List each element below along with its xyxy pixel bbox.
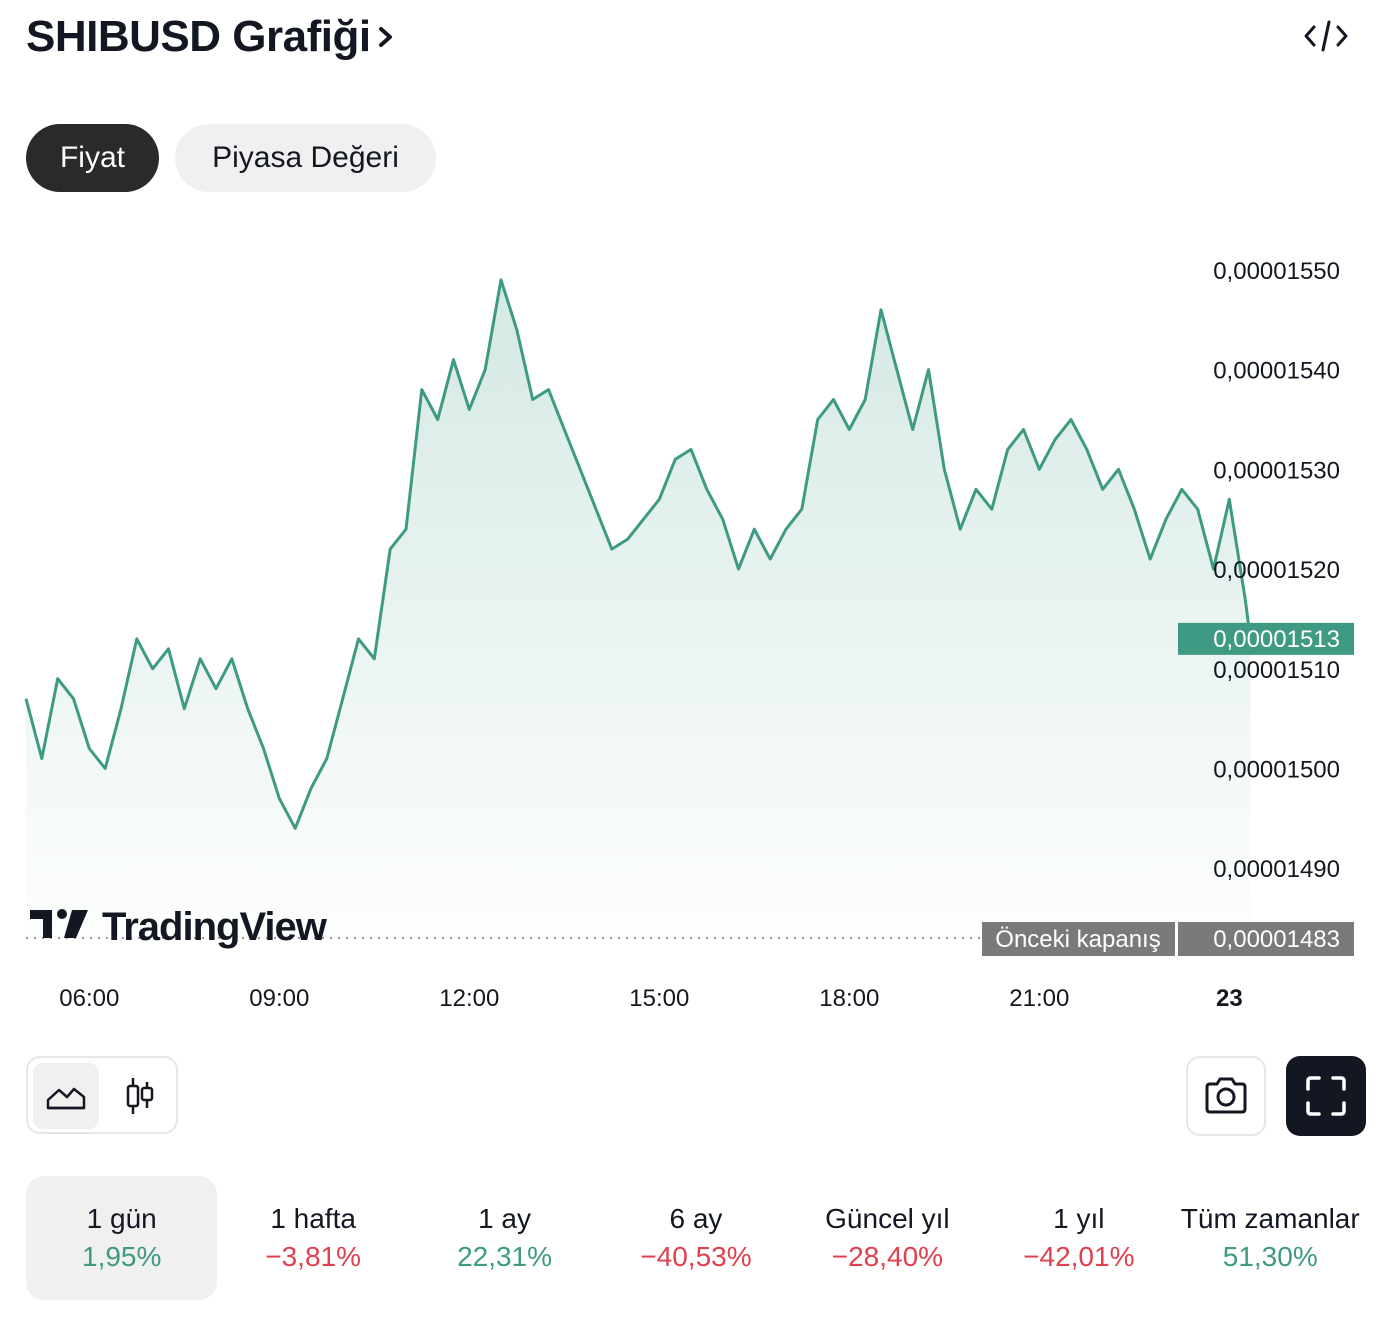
period-ytd[interactable]: Güncel yıl −28,40%	[792, 1176, 983, 1300]
price-line	[24, 278, 1252, 830]
period-1-month[interactable]: 1 ay 22,31%	[409, 1176, 600, 1300]
y-tick-label: 0,00001520	[1213, 557, 1340, 584]
previous-close-badge	[1178, 922, 1354, 956]
period-change: −28,40%	[831, 1241, 944, 1272]
period-change: −42,01%	[1023, 1241, 1135, 1272]
period-change: 51,30%	[1222, 1241, 1318, 1272]
current-price-badge	[1178, 622, 1354, 655]
tradingview-watermark[interactable]: TradingView	[30, 905, 329, 949]
area-style-button[interactable]	[33, 1063, 99, 1129]
chart-title-link[interactable]: SHIBUSD Grafiği	[26, 12, 395, 62]
period-label: 1 yıl	[1053, 1203, 1105, 1234]
period-6-months[interactable]: 6 ay −40,53%	[600, 1176, 791, 1300]
candlestick-icon	[126, 1078, 154, 1114]
period-label: Tüm zamanlar	[1180, 1203, 1360, 1234]
period-1-week[interactable]: 1 hafta −3,81%	[217, 1176, 408, 1300]
period-label: 1 ay	[478, 1203, 532, 1234]
previous-close-tag	[982, 922, 1175, 956]
period-selector: 1 gün 1,95% 1 hafta −3,81% 1 ay 22,31% 6…	[26, 1176, 1366, 1300]
page-title: SHIBUSD Grafiği	[26, 12, 371, 61]
x-tick-label: 09:00	[249, 985, 309, 1012]
period-label: 6 ay	[669, 1203, 723, 1234]
area-chart-icon	[46, 1087, 86, 1110]
period-change: −3,81%	[265, 1241, 361, 1272]
x-tick-label: 23	[1216, 985, 1243, 1012]
period-change: 1,95%	[82, 1241, 162, 1272]
y-tick-label: 0,00001530	[1213, 457, 1340, 484]
current-price-label: 0,00001513	[1213, 626, 1340, 653]
candle-style-button[interactable]	[107, 1063, 173, 1129]
y-tick-label: 0,00001540	[1213, 358, 1340, 385]
chevron-right-icon	[378, 27, 392, 47]
period-label: Güncel yıl	[825, 1203, 950, 1234]
period-1-day[interactable]: 1 gün 1,95%	[26, 1176, 218, 1300]
period-1-year[interactable]: 1 yıl −42,01%	[983, 1176, 1174, 1300]
period-change: 22,31%	[457, 1241, 553, 1272]
fullscreen-icon	[1306, 1076, 1346, 1116]
embed-button[interactable]	[1302, 18, 1350, 54]
tab-price[interactable]: Fiyat	[26, 124, 159, 192]
x-tick-label: 12:00	[439, 985, 499, 1012]
y-tick-label: 0,00001550	[1213, 258, 1340, 285]
y-tick-label: 0,00001510	[1213, 657, 1340, 684]
snapshot-button[interactable]	[1186, 1056, 1266, 1136]
tradingview-logo-icon	[30, 909, 88, 938]
chart-style-toggle	[26, 1056, 178, 1134]
x-tick-label: 15:00	[629, 985, 689, 1012]
x-tick-label: 21:00	[1009, 985, 1069, 1012]
previous-close-label: 0,00001483	[1213, 926, 1340, 953]
period-label: 1 gün	[86, 1203, 157, 1234]
period-label: 1 hafta	[270, 1203, 356, 1234]
price-area-fill	[26, 279, 1251, 938]
previous-close-text: Önceki kapanış	[995, 926, 1160, 953]
x-tick-label: 06:00	[59, 985, 119, 1012]
y-tick-label: 0,00001500	[1213, 756, 1340, 783]
camera-icon	[1205, 1077, 1247, 1114]
tab-market-cap[interactable]: Piyasa Değeri	[175, 124, 436, 192]
period-all-time[interactable]: Tüm zamanlar 51,30%	[1175, 1176, 1366, 1300]
x-tick-label: 18:00	[819, 985, 879, 1012]
price-chart[interactable]: TradingView 0,00001550 0,00001540 0,000015…	[0, 200, 1384, 1030]
y-tick-label: 0,00001490	[1213, 856, 1340, 883]
period-change: −40,53%	[640, 1241, 752, 1272]
fullscreen-button[interactable]	[1286, 1056, 1366, 1136]
code-embed-icon	[1304, 20, 1348, 52]
tradingview-wordmark: TradingView	[102, 905, 328, 949]
